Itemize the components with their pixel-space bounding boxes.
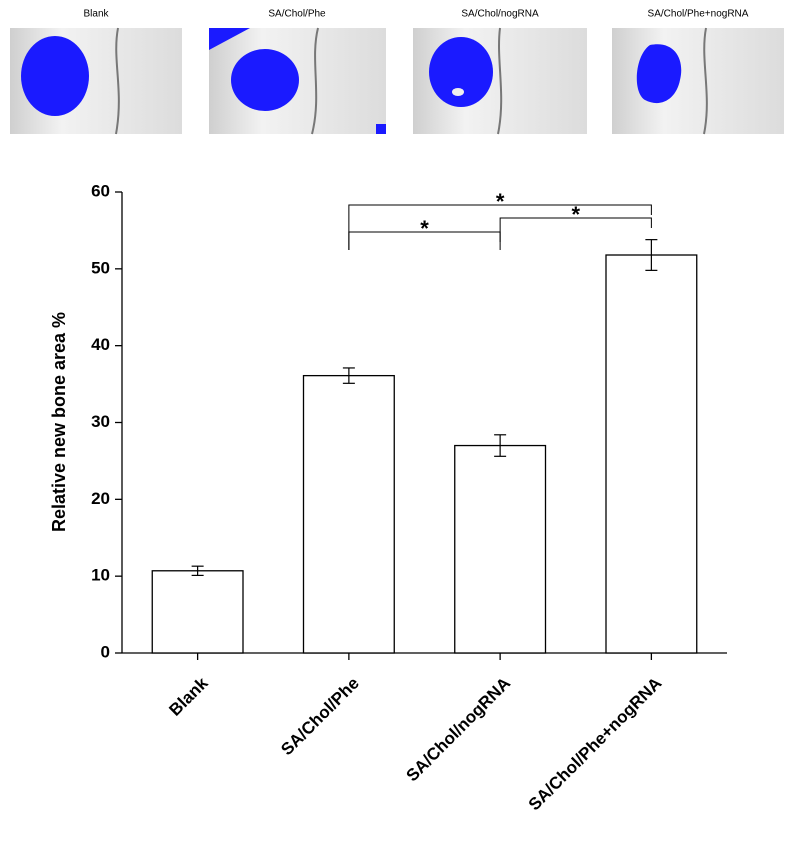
y-tick-label: 0 [101, 642, 110, 661]
y-tick-label: 10 [91, 566, 110, 585]
significance-label: * [420, 216, 429, 241]
bar [302, 374, 395, 654]
error-bar [342, 367, 355, 384]
error-bar [191, 565, 204, 576]
x-tick-label: SA/Chol/nogRNA [403, 674, 515, 786]
y-tick-label: 50 [91, 258, 110, 277]
significance-bracket [348, 204, 652, 250]
significance-label: * [496, 189, 505, 214]
y-axis-label: Relative new bone area % [49, 312, 69, 532]
significance-bracket [499, 217, 652, 250]
panel-label: SA/Chol/Phe [268, 9, 326, 20]
bar [151, 570, 244, 654]
error-bar [645, 239, 658, 271]
photo [10, 27, 182, 135]
x-tick-label: SA/Chol/Phe+nogRNA [525, 674, 666, 815]
bar [605, 254, 698, 654]
panel-label: SA/Chol/nogRNA [461, 9, 539, 20]
y-tick-label: 30 [91, 412, 110, 431]
photo [612, 27, 784, 135]
photo [209, 27, 386, 135]
panel-label: SA/Chol/Phe+nogRNA [648, 9, 749, 20]
photo [413, 27, 587, 135]
y-tick-label: 20 [91, 489, 110, 508]
panel-label: Blank [83, 9, 109, 20]
significance-label: * [571, 202, 580, 227]
error-bar [494, 434, 507, 457]
bar [454, 444, 547, 654]
x-tick-label: SA/Chol/Phe [277, 674, 363, 760]
x-tick-label: Blank [165, 673, 212, 720]
y-tick-label: 60 [91, 181, 110, 200]
y-tick-label: 40 [91, 335, 110, 354]
photo-panels [10, 27, 784, 135]
